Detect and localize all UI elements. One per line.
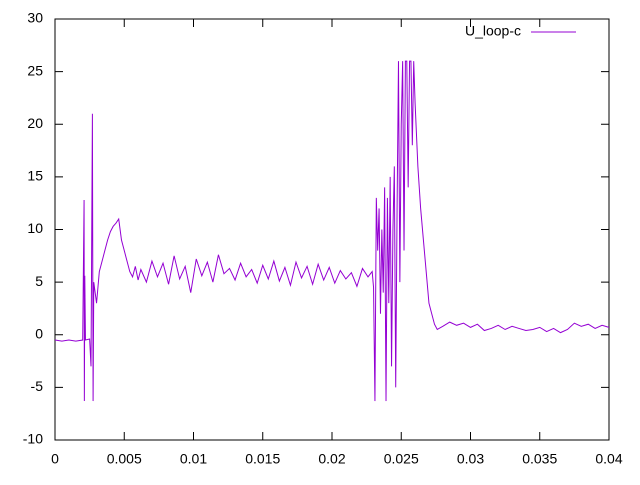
x-tick-label: 0.005 xyxy=(107,451,142,467)
x-tick-label: 0.025 xyxy=(384,451,419,467)
y-tick-label: 25 xyxy=(27,62,43,78)
x-tick-label: 0.015 xyxy=(245,451,280,467)
x-tick-label: 0 xyxy=(51,451,59,467)
x-tick-label: 0.02 xyxy=(318,451,345,467)
x-tick-label: 0.03 xyxy=(457,451,484,467)
x-tick-label: 0.04 xyxy=(595,451,622,467)
legend-label: U_loop-c xyxy=(465,23,521,39)
y-tick-label: 5 xyxy=(35,273,43,289)
x-tick-label: 0.035 xyxy=(522,451,557,467)
y-tick-label: 20 xyxy=(27,115,43,131)
data-line xyxy=(54,60,610,402)
y-tick-label: 10 xyxy=(27,220,43,236)
y-tick-label: -5 xyxy=(31,378,44,394)
y-tick-label: 30 xyxy=(27,10,43,26)
y-tick-label: -10 xyxy=(23,431,43,447)
y-tick-label: 0 xyxy=(35,325,43,341)
y-tick-label: 15 xyxy=(27,168,43,184)
x-tick-label: 0.01 xyxy=(180,451,207,467)
plot-frame xyxy=(54,18,610,441)
